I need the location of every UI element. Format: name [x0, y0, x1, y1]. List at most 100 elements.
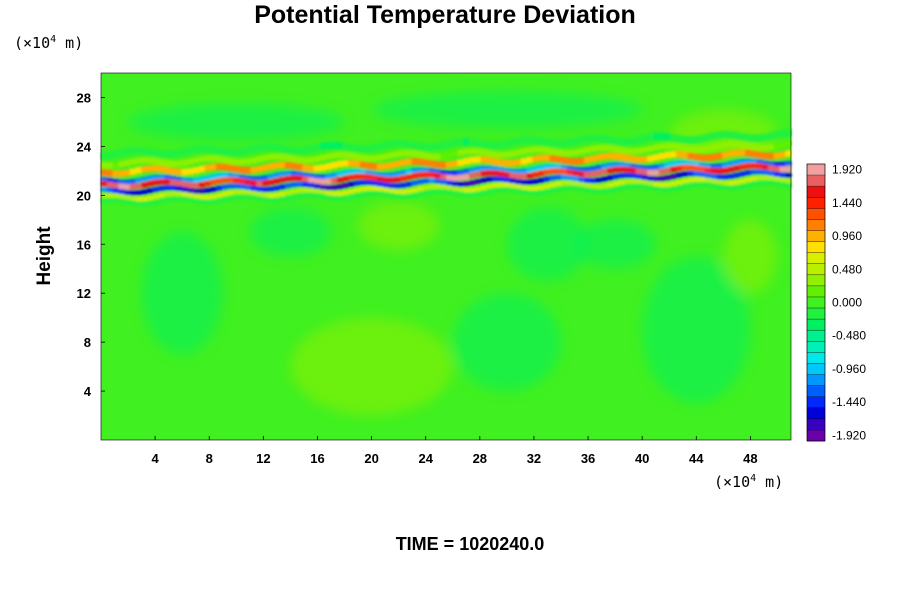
- heatmap-cell: [210, 163, 217, 171]
- heatmap-cell: [756, 180, 763, 186]
- heatmap-cell: [101, 177, 108, 182]
- heatmap-cell: [607, 162, 614, 168]
- heatmap-cell: [676, 185, 683, 191]
- heatmap-cell: [405, 189, 413, 194]
- heatmap-cell: [256, 144, 263, 152]
- heatmap-cell: [308, 173, 315, 179]
- heatmap-cell: [434, 169, 441, 175]
- colorbar-tick-label: 1.920: [832, 163, 862, 177]
- heatmap-cell: [279, 171, 286, 177]
- heatmap-cell: [147, 165, 154, 172]
- heatmap-cell: [262, 197, 269, 202]
- heatmap-cell: [112, 188, 119, 194]
- heatmap-cell: [181, 181, 188, 188]
- heatmap-cell: [543, 138, 551, 146]
- colorbar-swatch: [807, 341, 825, 353]
- heatmap-cell: [589, 134, 597, 142]
- heatmap-cell: [394, 160, 401, 168]
- heatmap-cell: [480, 185, 487, 190]
- heatmap-cell: [411, 172, 418, 179]
- heatmap-cell: [118, 161, 125, 168]
- time-annotation: TIME = 1020240.0: [396, 534, 545, 554]
- heatmap-cell: [221, 197, 229, 203]
- heatmap-cell: [584, 183, 591, 188]
- heatmap-cell: [515, 173, 522, 180]
- heatmap-cell: [745, 158, 752, 164]
- heatmap-cell: [250, 176, 257, 182]
- heatmap-cell: [595, 164, 602, 170]
- heatmap-cell: [463, 138, 470, 146]
- heatmap-cell: [158, 174, 165, 180]
- x-tick-label: 20: [364, 451, 378, 466]
- heatmap-cell: [285, 146, 292, 154]
- heatmap-cell: [193, 157, 200, 164]
- heatmap-cell: [515, 184, 522, 189]
- heatmap-cell: [101, 169, 108, 176]
- heatmap-cell: [308, 188, 315, 193]
- heatmap-cell: [555, 174, 562, 180]
- heatmap-cell: [342, 195, 349, 201]
- heatmap-cell: [653, 164, 660, 170]
- heatmap-cell: [428, 160, 436, 168]
- heatmap-cell: [670, 161, 677, 167]
- heatmap-cell: [296, 171, 303, 177]
- colorbar-swatch: [807, 186, 825, 198]
- heatmap-cell: [204, 164, 211, 172]
- heatmap-cell: [503, 140, 510, 148]
- heatmap-cell: [676, 160, 683, 166]
- heatmap-cell: [658, 182, 666, 187]
- heatmap-cell: [135, 166, 142, 174]
- heatmap-cell: [170, 179, 177, 186]
- heatmap-cell: [239, 189, 246, 195]
- heatmap-cell: [469, 167, 476, 173]
- heatmap-cell: [578, 182, 585, 187]
- heatmap-cell: [607, 182, 614, 188]
- heatmap-cell: [555, 186, 562, 192]
- heatmap-cell: [279, 145, 286, 153]
- heatmap-cell: [325, 173, 332, 179]
- heatmap-cell: [336, 171, 344, 177]
- heatmap-cell: [440, 170, 447, 176]
- heatmap-cell: [118, 189, 125, 195]
- heatmap-cell: [681, 151, 689, 159]
- colorbar-swatch: [807, 308, 825, 320]
- colorbar-swatch: [807, 296, 825, 309]
- heatmap-cell: [532, 179, 539, 184]
- heatmap-cell: [630, 137, 637, 145]
- heatmap-cell: [302, 187, 309, 193]
- heatmap-cell: [296, 156, 303, 163]
- heatmap-cell: [267, 174, 275, 179]
- heatmap-cell: [497, 176, 505, 182]
- heatmap-cell: [693, 177, 700, 182]
- heatmap-cell: [457, 191, 464, 197]
- heatmap-cell: [607, 175, 614, 181]
- heatmap-cell: [768, 165, 775, 171]
- heatmap-cell: [561, 139, 568, 147]
- heatmap-cell: [722, 167, 729, 174]
- heatmap-cell: [618, 137, 625, 146]
- heatmap-cell: [371, 186, 378, 191]
- heatmap-cell: [480, 165, 487, 171]
- heatmap-cell: [164, 160, 171, 167]
- heatmap-cell: [417, 151, 424, 158]
- heatmap-cell: [727, 141, 735, 148]
- heatmap-cell: [382, 176, 390, 183]
- heatmap-cell: [135, 183, 142, 189]
- heatmap-cell: [147, 148, 154, 156]
- heatmap-cell: [210, 155, 217, 162]
- heatmap-cell: [446, 170, 453, 176]
- heatmap-cell: [423, 159, 430, 167]
- heatmap-cell: [532, 166, 539, 172]
- heatmap-cell: [394, 189, 401, 194]
- heatmap-cell: [612, 173, 620, 179]
- heatmap-cell: [716, 152, 723, 160]
- heatmap-cell: [273, 178, 280, 184]
- heatmap-cell: [647, 165, 654, 171]
- heatmap-cell: [428, 189, 436, 195]
- heatmap-cell: [463, 148, 470, 155]
- heatmap-cell: [434, 173, 441, 179]
- heatmap-cell: [221, 191, 229, 196]
- heatmap-patch: [290, 317, 453, 416]
- heatmap-cell: [520, 189, 528, 195]
- heatmap-cell: [417, 179, 424, 185]
